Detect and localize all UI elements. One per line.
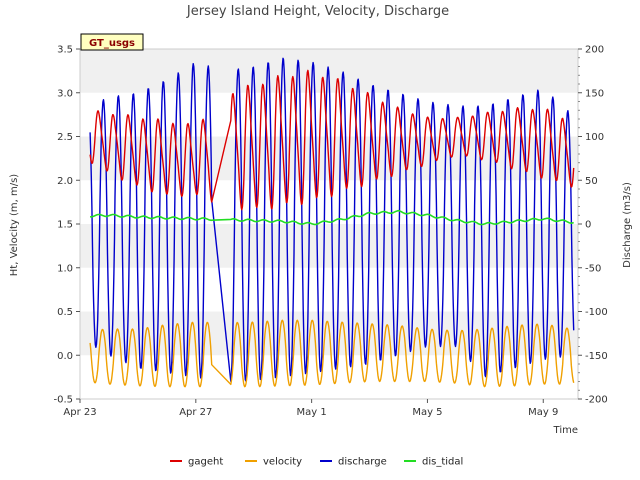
right-tick-label: 150 <box>585 88 604 99</box>
left-tick-label: 3.5 <box>57 45 73 56</box>
x-tick-label: May 9 <box>528 407 558 418</box>
legend-label-dis_tidal: dis_tidal <box>422 457 463 468</box>
left-tick-label: 2.5 <box>57 132 73 143</box>
left-tick-label: 0.0 <box>57 351 73 362</box>
y-axis-right-label: Discharge (m3/s) <box>622 182 633 268</box>
plot-lines <box>89 57 575 388</box>
left-tick-label: 0.5 <box>57 307 73 318</box>
left-tick-label: 3.0 <box>57 88 73 99</box>
right-tick-label: -150 <box>585 351 608 362</box>
right-tick-label: 0 <box>585 220 591 231</box>
badge: GT_usgs <box>80 33 144 51</box>
x-axis-label: Time <box>553 425 578 436</box>
series-line-gageht <box>89 69 575 211</box>
grid-band <box>80 355 578 399</box>
right-tick-label: 100 <box>585 132 604 143</box>
series-line-dis_tidal <box>89 209 574 226</box>
axes: -0.5 0.0 0.5 1.0 1.5 2.0 2.5 3.0 3.5 -200 -150 -100… <box>53 45 607 419</box>
series-line-velocity <box>89 319 575 388</box>
legend-label-discharge: discharge <box>338 457 387 468</box>
right-tick-label: -50 <box>585 263 601 274</box>
left-tick-label: 1.0 <box>57 263 73 274</box>
left-tick-label: 1.5 <box>57 220 73 231</box>
right-tick-label: -200 <box>585 395 608 406</box>
legend: gageht velocity discharge dis_tidal <box>170 457 463 468</box>
legend-label-gageht: gageht <box>188 457 223 468</box>
right-tick-label: 50 <box>585 176 598 187</box>
left-tick-label: -0.5 <box>53 395 73 406</box>
x-tick-label: Apr 27 <box>179 407 212 418</box>
y-axis-left-label: Ht, Velocity (m, m/s) <box>9 174 20 277</box>
right-tick-label: -100 <box>585 307 608 318</box>
badge-box <box>80 33 144 51</box>
grid-band <box>80 267 578 312</box>
legend-label-velocity: velocity <box>263 457 302 468</box>
x-tick-label: May 5 <box>412 407 442 418</box>
grid-band <box>80 224 578 268</box>
badge-label: GT_usgs <box>89 38 135 49</box>
chart-title: Jersey Island Height, Velocity, Discharg… <box>186 4 449 19</box>
x-tick-label: Apr 23 <box>63 407 96 418</box>
x-tick-label: May 1 <box>297 407 327 418</box>
right-tick-label: 200 <box>585 45 604 56</box>
grid-band <box>80 180 578 224</box>
left-tick-label: 2.0 <box>57 176 73 187</box>
